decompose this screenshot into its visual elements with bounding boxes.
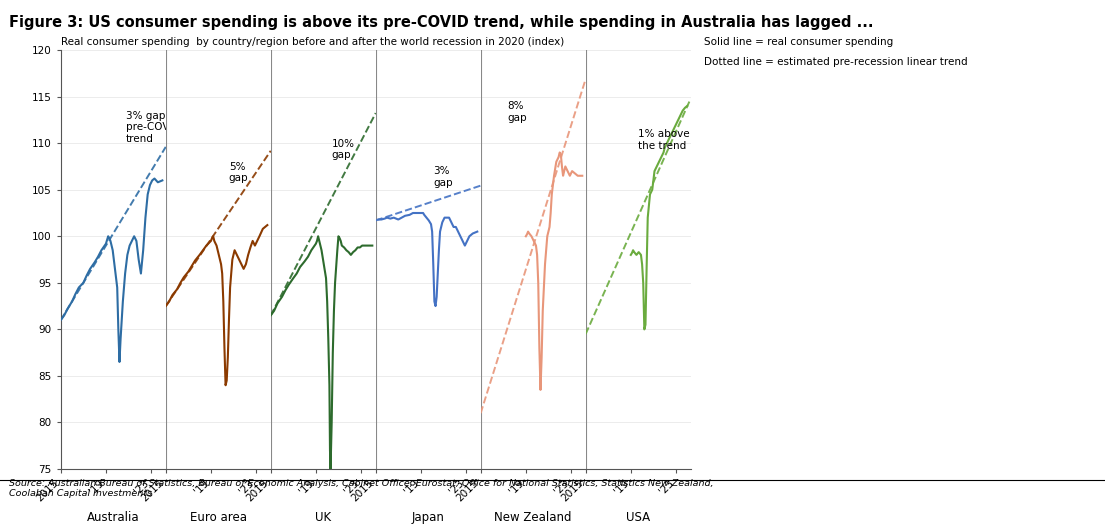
X-axis label: USA: USA: [627, 511, 650, 524]
Text: Dotted line = estimated pre-recession linear trend: Dotted line = estimated pre-recession li…: [704, 57, 968, 67]
X-axis label: New Zealand: New Zealand: [494, 511, 572, 524]
Text: Solid line = real consumer spending: Solid line = real consumer spending: [704, 37, 893, 47]
Text: 3%
gap: 3% gap: [433, 167, 453, 188]
Text: 5%
gap: 5% gap: [229, 162, 249, 183]
Text: 1% above
the trend: 1% above the trend: [639, 129, 690, 151]
X-axis label: Euro area: Euro area: [190, 511, 246, 524]
X-axis label: UK: UK: [315, 511, 331, 524]
Text: Real consumer spending  by country/region before and after the world recession i: Real consumer spending by country/region…: [61, 37, 564, 47]
Text: 8%
gap: 8% gap: [507, 101, 527, 123]
Text: Source: Australian Bureau of Statistics, Bureau of Economic Analysis, Cabinet Of: Source: Australian Bureau of Statistics,…: [9, 479, 714, 498]
Text: 10%
gap: 10% gap: [332, 139, 355, 160]
Text: 3% gap with
pre-COVID
trend: 3% gap with pre-COVID trend: [126, 111, 191, 144]
X-axis label: Australia: Australia: [87, 511, 139, 524]
Text: Figure 3: US consumer spending is above its pre-COVID trend, while spending in A: Figure 3: US consumer spending is above …: [9, 15, 873, 30]
X-axis label: Japan: Japan: [412, 511, 444, 524]
